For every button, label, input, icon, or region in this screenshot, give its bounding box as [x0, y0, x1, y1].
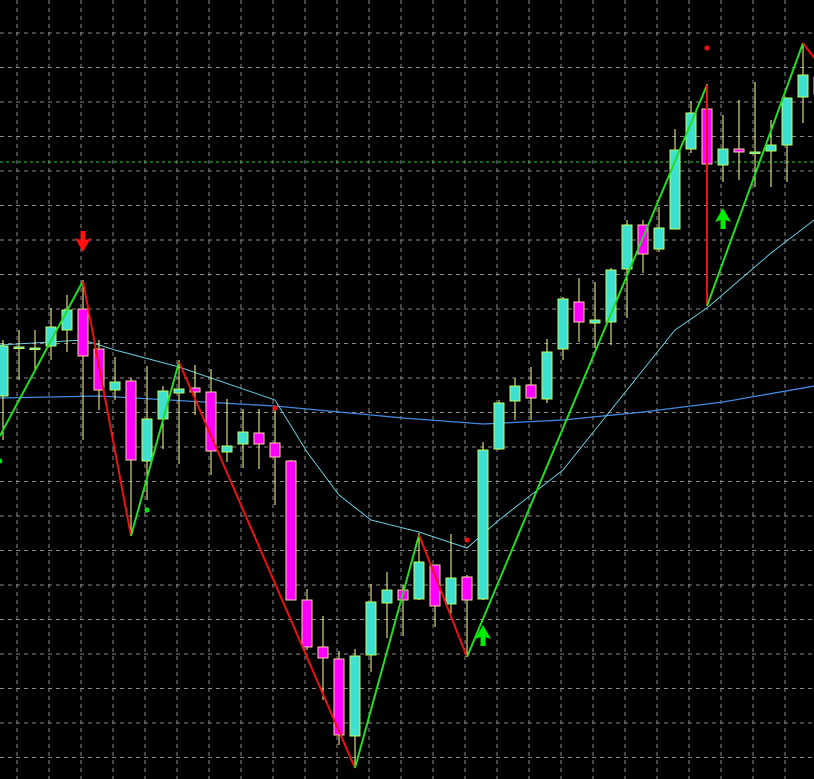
candle-bullish	[349, 655, 361, 737]
candle-bearish	[285, 460, 297, 601]
candle-bullish	[173, 388, 185, 394]
moving-average-slow	[0, 385, 814, 425]
zigzag-segment	[466, 84, 708, 658]
candle-bearish	[461, 576, 473, 601]
candle-bullish	[477, 449, 489, 600]
candle-bullish	[781, 97, 793, 146]
candle-bullish	[509, 385, 521, 402]
zigzag-segment	[178, 361, 356, 769]
candle-bullish	[557, 298, 569, 350]
candle-bullish	[621, 224, 633, 270]
candle-bearish	[733, 148, 745, 153]
signal-markers	[0, 45, 731, 646]
candle-bullish	[13, 346, 25, 349]
candle-bullish	[381, 589, 393, 604]
arrow-up-icon	[715, 208, 731, 229]
zigzag-segment	[418, 534, 468, 658]
ma-fast-line	[0, 219, 814, 549]
candle-bullish	[445, 577, 457, 605]
moving-average-fast	[0, 219, 814, 549]
candle-bearish	[429, 564, 441, 607]
red-dot-marker	[272, 405, 278, 411]
candle-bullish	[45, 326, 57, 347]
candle-bullish	[653, 227, 665, 250]
candle-bullish	[413, 561, 425, 600]
candle-bearish	[77, 308, 89, 357]
candle-bullish	[717, 148, 729, 166]
arrow-up-icon	[475, 625, 491, 646]
candle-bearish	[189, 387, 201, 393]
candle-bullish	[365, 601, 377, 656]
zigzag-segment	[802, 42, 814, 59]
candle-bearish	[301, 599, 313, 648]
candle-bearish	[205, 391, 217, 452]
red-dot-marker	[464, 537, 470, 543]
green-dot-marker	[144, 507, 150, 513]
candle-bullish	[797, 74, 809, 98]
candle-bullish	[605, 269, 617, 323]
candle-bullish	[749, 151, 761, 154]
candle-bullish	[29, 347, 41, 350]
candle-bullish	[237, 431, 249, 445]
zigzag-segment	[130, 361, 180, 537]
candle-bearish	[525, 384, 537, 399]
zigzag-segment	[82, 280, 132, 537]
candle-bullish	[493, 402, 505, 450]
candle-bearish	[317, 646, 329, 659]
candle-bearish	[253, 432, 265, 445]
candle-bullish	[541, 351, 553, 400]
candle-bullish	[765, 144, 777, 152]
candle-bullish	[61, 309, 73, 331]
candle-bullish	[589, 319, 601, 324]
ma-slow-line	[0, 385, 814, 425]
arrow-down-icon	[75, 231, 91, 252]
candle-bearish	[333, 658, 345, 736]
zigzag-indicator	[0, 42, 814, 769]
zigzag-segment	[706, 42, 804, 307]
candle-bullish	[669, 149, 681, 230]
candle-bullish	[685, 112, 697, 150]
green-dot-marker	[0, 458, 3, 464]
candle-bullish	[0, 345, 9, 397]
candle-bearish	[573, 301, 585, 323]
candle-bearish	[269, 442, 281, 458]
candles	[0, 43, 814, 768]
candle-bullish	[221, 445, 233, 453]
zigzag-segment	[0, 280, 84, 437]
candle-bearish	[125, 380, 137, 461]
candle-bullish	[109, 381, 121, 391]
zigzag-segment	[354, 534, 420, 769]
candle-bullish	[141, 418, 153, 462]
red-dot-marker	[704, 45, 710, 51]
